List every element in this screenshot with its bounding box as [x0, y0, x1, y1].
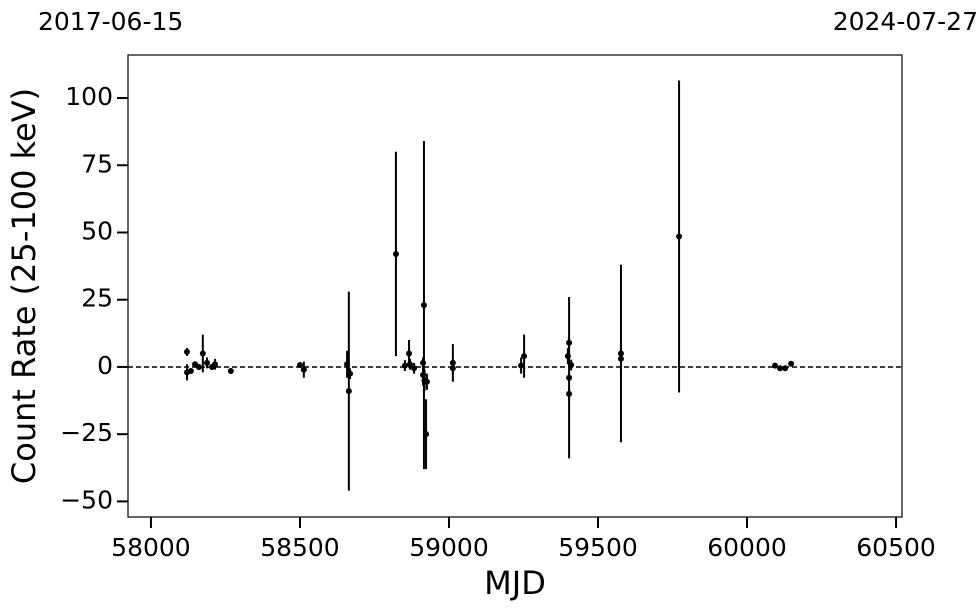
y-tick-label: 75: [81, 149, 113, 178]
data-point: [411, 365, 418, 372]
data-point: [345, 388, 352, 395]
x-tick-label: 60500: [856, 533, 936, 562]
data-point: [788, 360, 795, 367]
y-tick-label: 100: [65, 82, 113, 111]
data-point: [676, 233, 683, 240]
x-tick-label: 59000: [409, 533, 489, 562]
data-point: [423, 431, 430, 438]
data-point: [212, 361, 219, 368]
data-point: [401, 362, 408, 369]
data-point: [566, 390, 573, 397]
data-point: [300, 366, 307, 373]
data-point: [449, 365, 456, 372]
data-point: [203, 359, 210, 366]
data-point: [568, 362, 575, 369]
data-point: [617, 355, 624, 362]
data-point: [227, 367, 234, 374]
data-point: [566, 374, 573, 381]
data-point: [187, 367, 194, 374]
data-point: [518, 362, 525, 369]
data-point: [420, 302, 427, 309]
data-point: [777, 365, 784, 372]
data-point: [406, 350, 413, 357]
plot-frame: [127, 54, 903, 518]
y-tick-label: −25: [60, 418, 113, 447]
data-point: [296, 362, 303, 369]
x-tick-label: 59500: [558, 533, 638, 562]
data-point: [347, 370, 354, 377]
data-point: [184, 348, 191, 355]
y-tick-label: −50: [60, 485, 113, 514]
data-point: [195, 363, 202, 370]
x-axis-label: MJD: [484, 564, 546, 602]
data-point: [782, 365, 789, 372]
y-tick-label: 0: [97, 351, 113, 380]
y-tick-label: 25: [81, 284, 113, 313]
x-tick-label: 58500: [260, 533, 340, 562]
y-axis-label: Count Rate (25-100 keV): [5, 88, 43, 484]
data-point: [423, 378, 430, 385]
x-tick-label: 60000: [707, 533, 787, 562]
y-tick-label: 50: [81, 216, 113, 245]
data-point: [392, 250, 399, 257]
x-tick-label: 58000: [111, 533, 191, 562]
top-right-label: 2024-07-27: [833, 7, 978, 36]
data-point: [199, 350, 206, 357]
data-point: [406, 361, 413, 368]
top-left-label: 2017-06-15: [38, 7, 183, 36]
data-point: [566, 339, 573, 346]
data-point: [521, 353, 528, 360]
data-point: [772, 362, 779, 369]
